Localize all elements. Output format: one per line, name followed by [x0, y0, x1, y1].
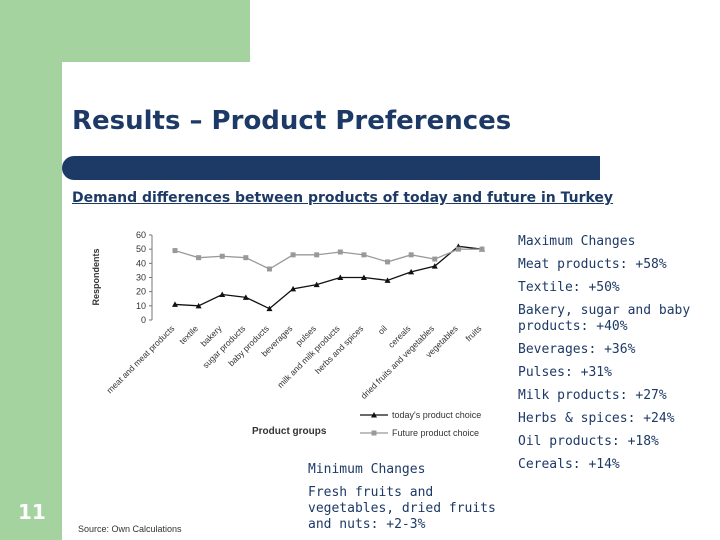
y-tick-label: 30	[136, 273, 146, 283]
y-tick-label: 0	[141, 315, 146, 325]
min-change-item: Fresh fruits and vegetables, dried fruit…	[308, 485, 496, 532]
data-point	[337, 249, 343, 255]
data-point	[479, 246, 485, 252]
max-change-item: Oil products: +18%	[518, 434, 659, 449]
data-point	[219, 253, 225, 259]
data-point	[360, 274, 367, 280]
max-change-item: Herbs & spices: +24%	[518, 411, 675, 426]
data-point	[361, 252, 367, 258]
legend-label: Future product choice	[392, 428, 479, 438]
data-point	[172, 301, 178, 307]
green-top-band	[62, 0, 250, 62]
data-point	[385, 259, 391, 265]
data-point	[243, 255, 249, 261]
series-line	[174, 245, 483, 310]
data-point	[266, 305, 273, 312]
source-note: Source: Own Calculations	[78, 524, 182, 534]
slide-subtitle: Demand differences between products of t…	[72, 190, 614, 206]
data-point	[314, 252, 320, 258]
x-tick-label: fruits	[463, 323, 483, 343]
data-point	[408, 268, 415, 275]
y-tick-label: 10	[136, 301, 146, 311]
data-point	[313, 281, 320, 288]
max-change-item: Meat products: +58%	[518, 257, 667, 272]
content-corner	[62, 62, 142, 142]
max-change-item: Bakery, sugar and baby products: +40%	[518, 303, 691, 334]
maximum-changes-heading: Maximum Changes	[518, 234, 636, 249]
y-tick-label: 40	[136, 258, 146, 268]
data-point	[455, 246, 461, 252]
data-point	[290, 285, 297, 292]
x-tick-label: meat and meat products	[105, 323, 177, 395]
data-point	[384, 277, 391, 283]
y-tick-label: 50	[136, 244, 146, 254]
data-point	[219, 291, 226, 297]
y-axis-label: Respondents	[91, 248, 101, 305]
data-point	[196, 255, 202, 261]
title-underline-bar	[62, 156, 600, 180]
data-point	[242, 294, 249, 300]
data-point	[431, 263, 438, 269]
minimum-changes-panel: Minimum Changes Fresh fruits and vegetab…	[308, 462, 498, 533]
x-tick-label: oil	[376, 323, 389, 336]
data-point	[266, 266, 272, 272]
max-change-item: Milk products: +27%	[518, 388, 667, 403]
green-side-band	[0, 0, 62, 540]
max-change-item: Beverages: +36%	[518, 342, 636, 357]
data-point	[408, 252, 414, 258]
slide-title: Results – Product Preferences	[72, 106, 512, 136]
series-line	[174, 248, 482, 270]
data-point	[195, 302, 202, 309]
page-number: 11	[18, 500, 46, 524]
y-tick-label: 20	[136, 287, 146, 297]
x-tick-label: textile	[177, 323, 200, 346]
max-change-item: Pulses: +31%	[518, 365, 612, 380]
y-tick-label: 60	[136, 230, 146, 240]
data-point	[172, 248, 178, 254]
minimum-changes-heading: Minimum Changes	[308, 462, 426, 477]
legend-marker	[371, 412, 377, 418]
legend-marker	[371, 430, 377, 436]
data-point	[290, 252, 296, 258]
x-axis-label: Product groups	[252, 426, 327, 437]
legend-label: today's product choice	[392, 410, 481, 420]
chart: 0 10 20 30 40 50 60 meat and meat products text…	[91, 230, 485, 438]
maximum-changes-panel: Maximum Changes Meat products: +58% Text…	[518, 234, 714, 480]
max-change-item: Cereals: +14%	[518, 457, 620, 472]
data-point	[337, 274, 344, 280]
max-change-item: Textile: +50%	[518, 280, 620, 295]
data-point	[432, 256, 438, 262]
